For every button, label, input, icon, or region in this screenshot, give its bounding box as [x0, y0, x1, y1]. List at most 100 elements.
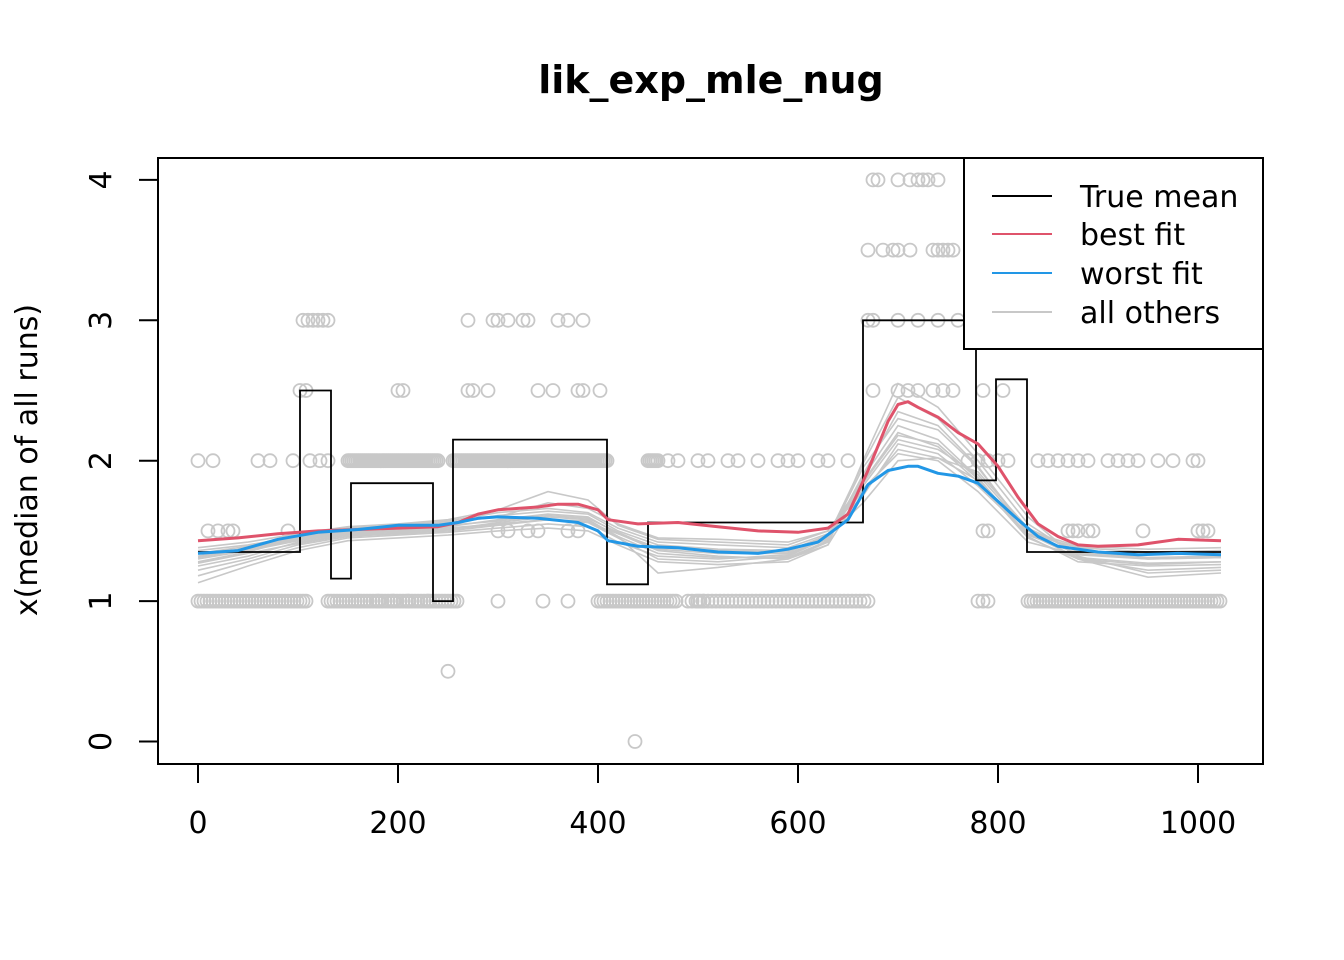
data-point — [975, 593, 991, 609]
y-tick-label: 3 — [84, 311, 119, 330]
data-point — [1100, 453, 1116, 469]
data-point — [910, 383, 926, 398]
data-point — [728, 593, 744, 609]
data-point — [1212, 593, 1228, 609]
data-point — [1200, 523, 1216, 539]
data-point — [460, 312, 476, 328]
data-point — [800, 593, 816, 609]
data-point — [684, 593, 700, 609]
data-point — [320, 453, 336, 469]
data-point — [690, 453, 706, 469]
data-point — [1050, 453, 1066, 469]
data-point — [530, 383, 546, 398]
data-point — [716, 593, 732, 609]
data-point — [485, 312, 501, 328]
data-point — [980, 523, 996, 539]
data-point — [724, 593, 740, 609]
data-point — [860, 593, 876, 609]
data-point — [1195, 523, 1211, 539]
data-point — [1130, 453, 1146, 469]
data-point — [560, 523, 576, 539]
data-point — [812, 593, 828, 609]
data-point — [748, 593, 764, 609]
data-point — [530, 523, 546, 539]
data-point — [920, 172, 936, 188]
data-point — [776, 593, 792, 609]
data-point — [570, 383, 586, 398]
data-point — [298, 593, 314, 609]
data-point — [930, 242, 946, 258]
data-point — [875, 242, 891, 258]
data-point — [935, 383, 951, 398]
data-point — [792, 593, 808, 609]
data-point — [262, 453, 278, 469]
data-point — [788, 593, 804, 609]
data-point — [885, 242, 901, 258]
data-point — [690, 593, 706, 609]
data-point — [820, 593, 836, 609]
data-point — [515, 312, 531, 328]
x-tick-label: 800 — [969, 806, 1026, 841]
data-point — [430, 453, 446, 469]
y-tick-label: 0 — [84, 732, 119, 751]
data-point — [670, 453, 686, 469]
data-point — [975, 383, 991, 398]
data-point — [796, 593, 812, 609]
x-tick-label: 1000 — [1160, 806, 1236, 841]
data-point — [910, 172, 926, 188]
data-point — [744, 593, 760, 609]
data-point — [520, 312, 536, 328]
data-point — [480, 383, 496, 398]
data-point — [808, 593, 824, 609]
data-point — [935, 242, 951, 258]
data-point — [1070, 523, 1086, 539]
data-point — [832, 593, 848, 609]
data-point — [350, 593, 366, 609]
data-point — [312, 453, 328, 469]
data-point — [840, 593, 856, 609]
y-axis: 0 1 2 3 4 — [84, 170, 159, 751]
data-point — [490, 593, 506, 609]
data-point — [490, 312, 506, 328]
data-point — [320, 312, 336, 328]
data-point — [1000, 453, 1016, 469]
worst-fit-line — [197, 464, 1222, 557]
data-point — [848, 593, 864, 609]
y-tick-label: 4 — [84, 170, 119, 189]
data-point — [970, 593, 986, 609]
data-point — [285, 453, 301, 469]
data-point — [865, 383, 881, 398]
data-point — [1110, 453, 1126, 469]
data-point — [695, 593, 711, 609]
data-point — [790, 453, 806, 469]
data-point — [650, 453, 666, 469]
data-point — [520, 523, 536, 539]
data-point — [740, 593, 756, 609]
data-point — [1065, 523, 1081, 539]
data-point — [200, 523, 216, 539]
other-fit-line — [197, 396, 1222, 577]
data-point — [816, 593, 832, 609]
data-point — [756, 593, 772, 609]
data-point — [856, 593, 872, 609]
data-point — [627, 734, 643, 749]
data-point — [736, 593, 752, 609]
data-point — [804, 593, 820, 609]
data-point — [550, 312, 566, 328]
data-point — [925, 383, 941, 398]
data-point — [700, 593, 716, 609]
data-point — [295, 312, 311, 328]
chart-title: lik_exp_mle_nug — [538, 58, 884, 102]
data-point — [560, 593, 576, 609]
data-point — [250, 453, 266, 469]
data-point — [890, 172, 906, 188]
other-fit-line — [197, 382, 1222, 584]
data-point — [865, 172, 881, 188]
legend-label-true-mean: True mean — [1079, 180, 1238, 215]
data-point — [390, 383, 406, 398]
data-point — [784, 593, 800, 609]
data-point — [752, 593, 768, 609]
data-point — [860, 242, 876, 258]
data-point — [300, 312, 316, 328]
